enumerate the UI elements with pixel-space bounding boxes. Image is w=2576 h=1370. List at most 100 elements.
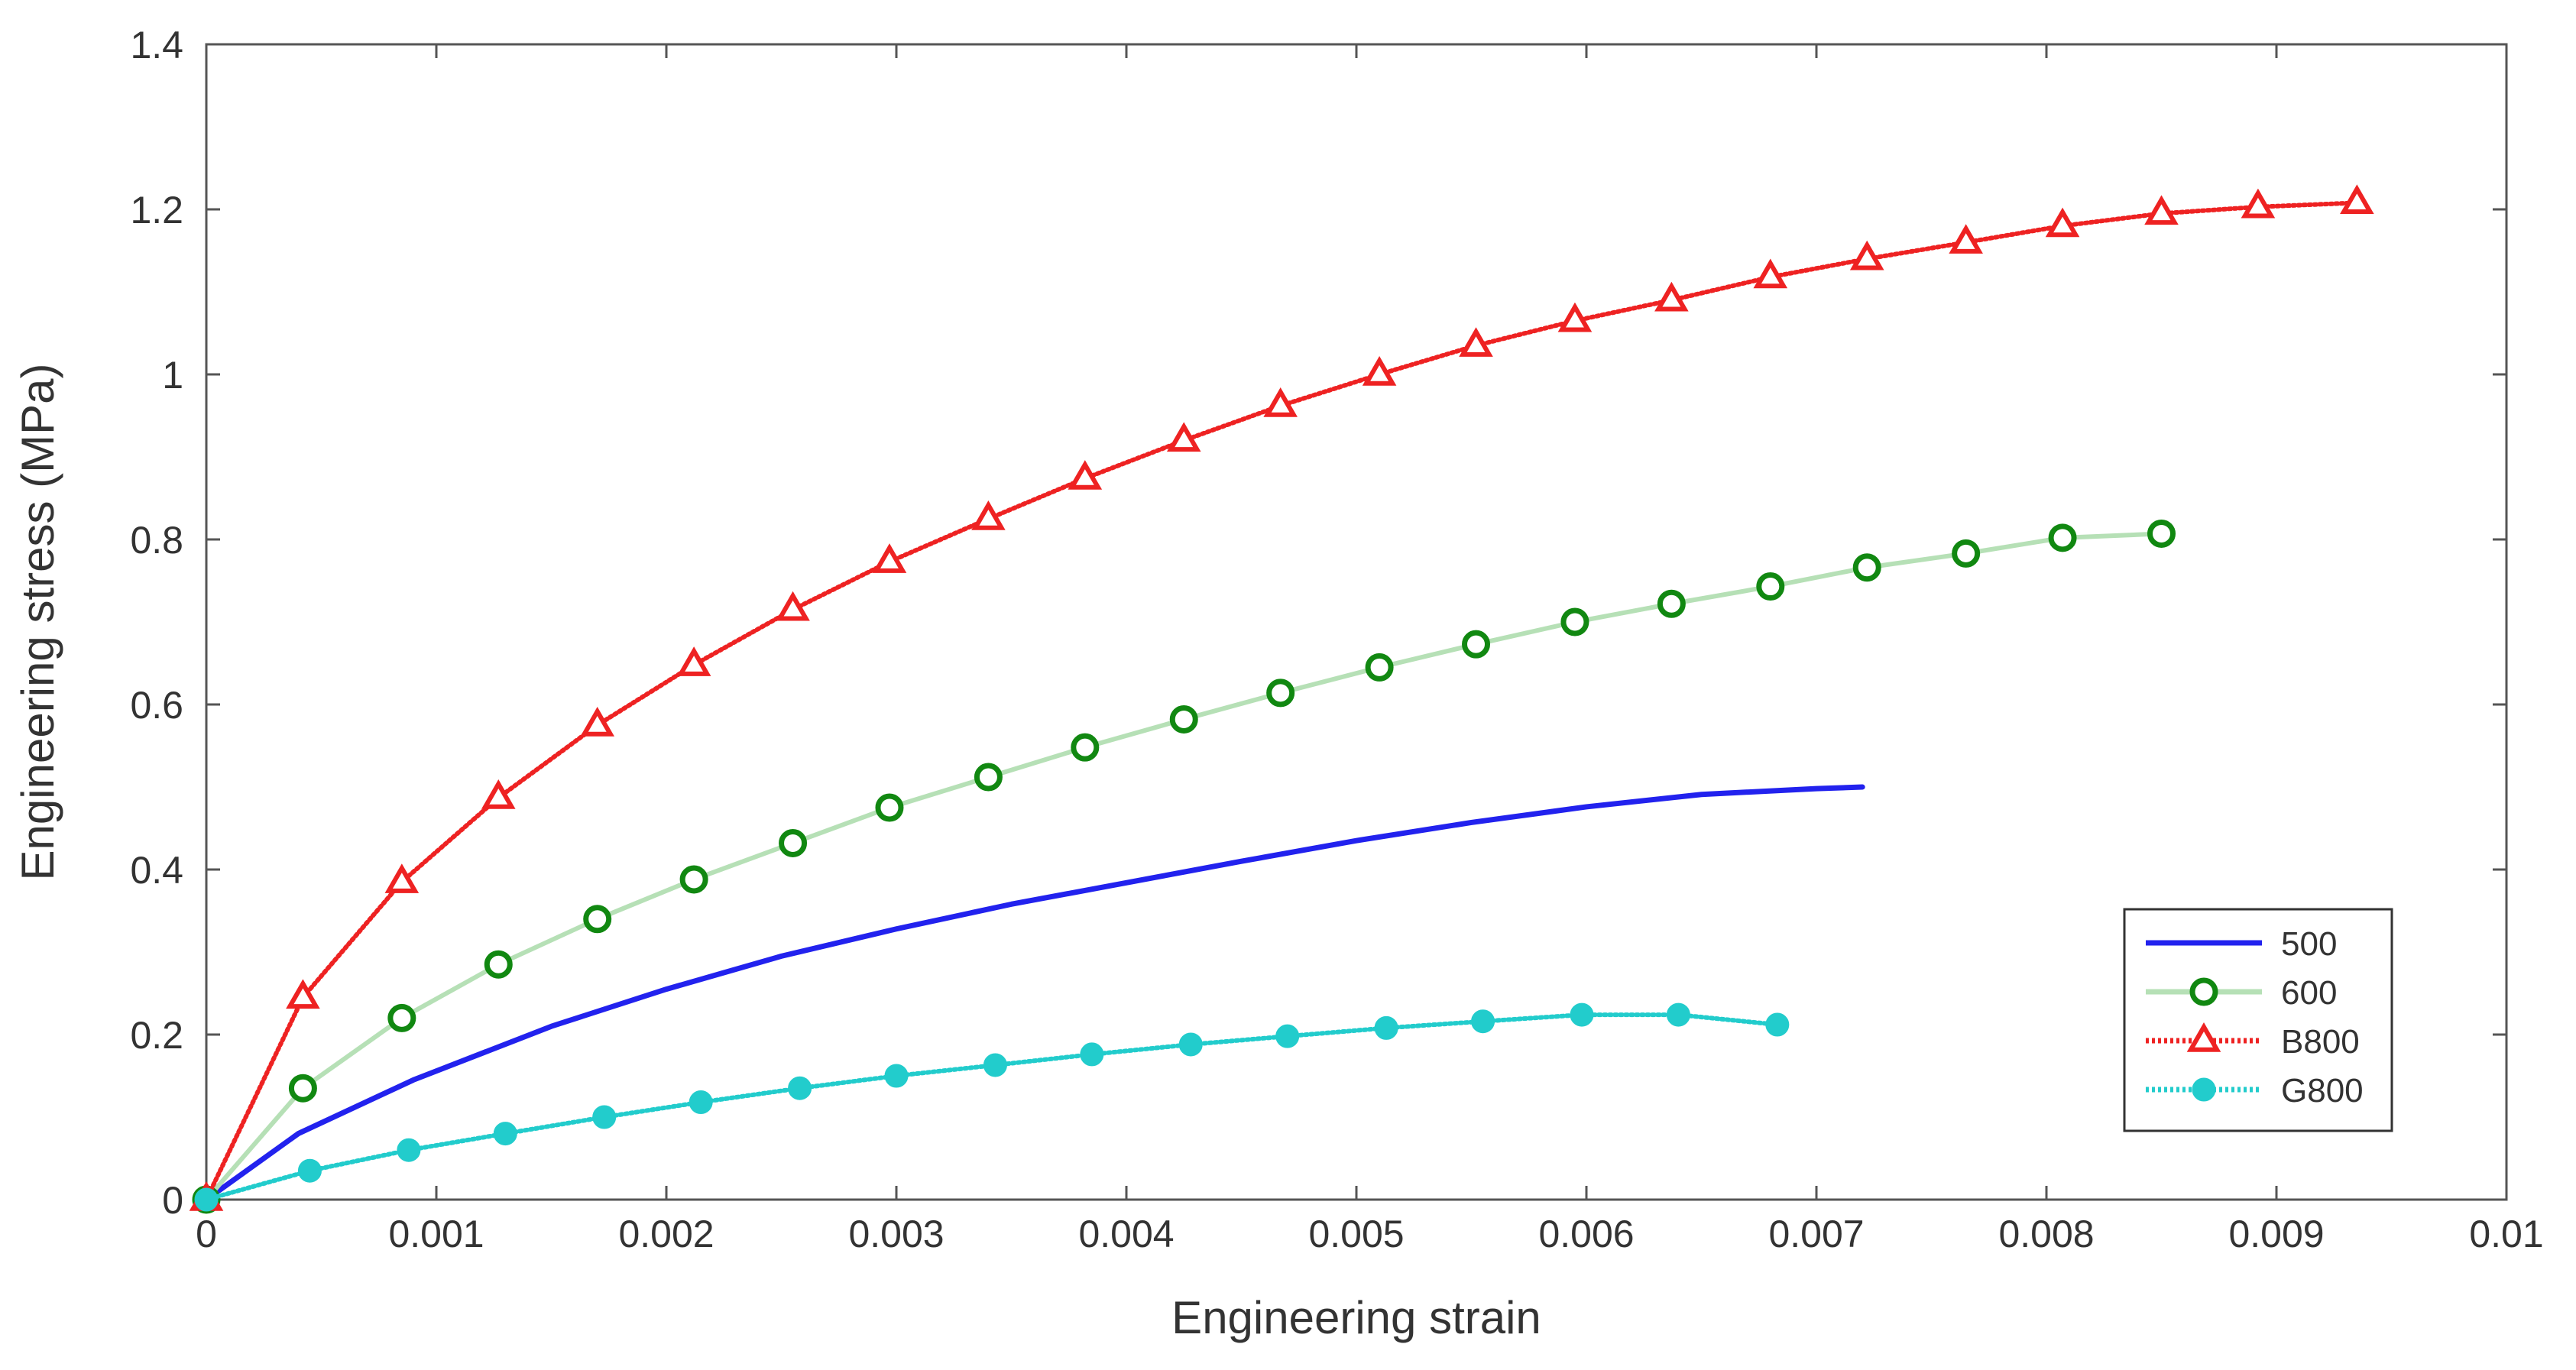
axes-layer: 0 0.001 0.002 0.003 0.004 0.005 0.006 0.007 0.00…	[130, 24, 2543, 1255]
x-tick-label: 0.005	[1308, 1213, 1404, 1255]
data-point-B800	[286, 979, 320, 1009]
series-G800	[194, 1002, 1790, 1212]
legend-item: B800	[2146, 1022, 2360, 1061]
data-point-G800	[689, 1090, 713, 1115]
data-point-600	[1266, 679, 1295, 708]
data-point-600	[1756, 572, 1785, 601]
legend-item: 500	[2146, 925, 2337, 963]
data-point-600	[2048, 523, 2077, 552]
data-point-B800	[2144, 195, 2179, 225]
data-point-600	[679, 865, 708, 894]
data-point-B800	[1459, 327, 1493, 357]
data-point-B800	[1654, 281, 1689, 312]
data-point-B800	[2241, 188, 2276, 219]
data-point-G800	[1178, 1032, 1203, 1057]
data-point-G800	[1666, 1002, 1690, 1027]
data-point-600	[779, 828, 808, 857]
data-point-600	[1071, 733, 1100, 762]
data-point-600	[875, 793, 904, 822]
data-point-B800	[2045, 207, 2080, 238]
y-tick-label: 0.4	[130, 849, 183, 892]
data-point-G800	[397, 1138, 421, 1162]
data-point-G800	[1471, 1009, 1495, 1034]
x-axis-title: Engineering strain	[1171, 1292, 1541, 1343]
data-point-G800	[1080, 1042, 1104, 1067]
data-point-600	[288, 1074, 317, 1103]
legend-item: 600	[2146, 974, 2337, 1012]
data-point-B800	[776, 591, 810, 621]
data-point-600	[583, 905, 612, 934]
x-tick-label: 0.004	[1078, 1213, 1174, 1255]
legend-item: G800	[2146, 1072, 2364, 1109]
data-point-B800	[1557, 302, 1593, 332]
legend-box	[2123, 908, 2393, 1132]
data-point-B800	[1753, 258, 1788, 289]
data-point-600	[974, 763, 1003, 792]
data-point-G800	[194, 1187, 219, 1212]
y-tick-label: 1	[162, 354, 183, 397]
x-tick-label: 0.002	[618, 1213, 714, 1255]
x-tick-label: 0.003	[848, 1213, 944, 1255]
y-tick-label: 1.4	[130, 24, 183, 66]
data-point-G800	[1765, 1012, 1790, 1037]
data-point-B800	[1949, 224, 1983, 254]
data-point-G800	[1275, 1024, 1300, 1048]
data-point-600	[2147, 519, 2176, 548]
legend-label: G800	[2281, 1072, 2364, 1109]
data-point-G800	[983, 1053, 1007, 1077]
data-point-B800	[1849, 240, 1884, 270]
x-tick-label: 0.008	[1998, 1213, 2094, 1255]
data-point-G800	[297, 1158, 322, 1183]
legend-marker	[2189, 977, 2218, 1006]
x-tick-label: 0.006	[1538, 1213, 1634, 1255]
data-point-600	[387, 1003, 416, 1032]
data-point-600	[1462, 630, 1491, 659]
series-B800	[189, 184, 2374, 1211]
data-point-B800	[1263, 387, 1298, 417]
data-point-B800	[384, 863, 420, 893]
data-point-G800	[1374, 1015, 1398, 1040]
data-point-G800	[1570, 1002, 1594, 1027]
data-point-B800	[676, 646, 711, 676]
legend-marker	[2192, 1077, 2216, 1102]
data-point-600	[1952, 539, 1981, 568]
data-point-600	[1365, 653, 1394, 682]
x-tick-label: 0.001	[388, 1213, 484, 1255]
series-line-500	[203, 784, 1865, 1203]
data-point-600	[1657, 589, 1686, 618]
data-point-G800	[592, 1105, 617, 1129]
data-point-G800	[884, 1064, 909, 1088]
data-point-G800	[788, 1076, 812, 1100]
series-500	[203, 784, 1865, 1203]
x-tick-label: 0.009	[2228, 1213, 2324, 1255]
legend-label: 500	[2281, 925, 2337, 963]
data-point-600	[484, 950, 513, 979]
y-tick-label: 0	[162, 1179, 183, 1222]
y-tick-label: 0.6	[130, 684, 183, 727]
series-layer	[189, 184, 2374, 1214]
data-point-G800	[493, 1122, 517, 1146]
data-point-B800	[1068, 460, 1103, 490]
y-axis-title: Engineering stress (MPa)	[12, 364, 63, 881]
legend: 500 600 B800 G800	[2123, 908, 2393, 1132]
y-tick-label: 0.2	[130, 1014, 183, 1057]
data-point-B800	[580, 706, 614, 737]
data-point-600	[1852, 553, 1881, 582]
plot-area-frame	[205, 43, 2508, 1201]
data-point-B800	[2340, 184, 2374, 215]
legend-marker	[2186, 1022, 2221, 1052]
legend-label: B800	[2281, 1023, 2360, 1061]
y-tick-label: 0.8	[130, 519, 183, 562]
data-point-B800	[1362, 355, 1397, 386]
x-tick-label: 0.01	[2469, 1213, 2543, 1255]
data-point-B800	[481, 779, 516, 809]
data-point-B800	[872, 543, 907, 573]
data-point-600	[1169, 704, 1198, 734]
x-tick-label: 0	[196, 1213, 217, 1255]
y-tick-label: 1.2	[130, 189, 183, 232]
x-tick-label: 0.007	[1768, 1213, 1864, 1255]
data-point-600	[1560, 607, 1589, 636]
legend-label: 600	[2281, 974, 2337, 1012]
